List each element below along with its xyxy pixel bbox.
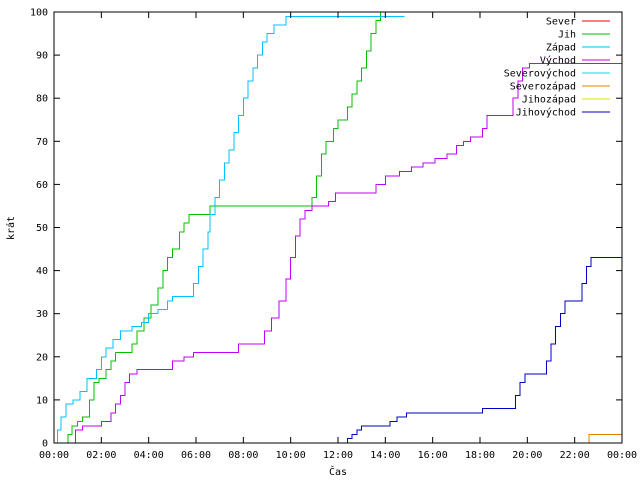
- y-tick-label: 30: [36, 309, 48, 320]
- series-line-2: [54, 15, 405, 444]
- y-tick-label: 0: [42, 439, 48, 450]
- x-tick-label: 04:00: [134, 450, 164, 461]
- legend-label: Severozápad: [510, 81, 576, 93]
- legend-label: Západ: [546, 42, 576, 54]
- series-line-3: [72, 63, 622, 444]
- legend-label: Jih: [558, 30, 576, 41]
- x-tick-label: 20:00: [512, 450, 542, 461]
- legend-label: Jihovýchod: [516, 107, 576, 119]
- x-tick-label: 00:00: [607, 450, 637, 461]
- y-tick-label: 40: [36, 266, 48, 277]
- series-line-1: [65, 11, 405, 444]
- y-tick-label: 10: [36, 395, 48, 406]
- y-tick-label: 90: [36, 51, 48, 62]
- y-axis-label: krát: [5, 216, 17, 240]
- series-line-7: [345, 257, 622, 444]
- y-tick-label: 80: [36, 94, 48, 105]
- y-tick-label: 60: [36, 180, 48, 191]
- x-tick-label: 14:00: [370, 450, 400, 461]
- axis-ticks: 0 10 20 30 40 50 60 70 80 90 100 00:00 02:00 04:00 06:…: [30, 8, 637, 462]
- x-axis-label: Čas: [329, 465, 347, 478]
- y-tick-label: 50: [36, 223, 48, 234]
- x-tick-label: 16:00: [418, 450, 448, 461]
- legend-label: Jihozápad: [522, 94, 576, 106]
- y-tick-label: 20: [36, 352, 48, 363]
- y-tick-label: 100: [30, 8, 48, 19]
- x-tick-label: 02:00: [86, 450, 116, 461]
- y-tick-label: 70: [36, 137, 48, 148]
- x-tick-label: 12:00: [323, 450, 353, 461]
- x-tick-label: 00:00: [39, 450, 69, 461]
- x-tick-label: 08:00: [228, 450, 258, 461]
- legend-label: Severovýchod: [504, 68, 576, 80]
- legend-label: Východ: [540, 55, 576, 67]
- legend-label: Sever: [546, 17, 576, 28]
- x-tick-label: 22:00: [560, 450, 590, 461]
- x-tick-label: 06:00: [181, 450, 211, 461]
- legend: Sever JihZápadVýchodSeverovýchodSeverozáp…: [504, 17, 610, 119]
- x-tick-label: 10:00: [276, 450, 306, 461]
- plot-lines: [54, 11, 622, 444]
- x-tick-label: 18:00: [465, 450, 495, 461]
